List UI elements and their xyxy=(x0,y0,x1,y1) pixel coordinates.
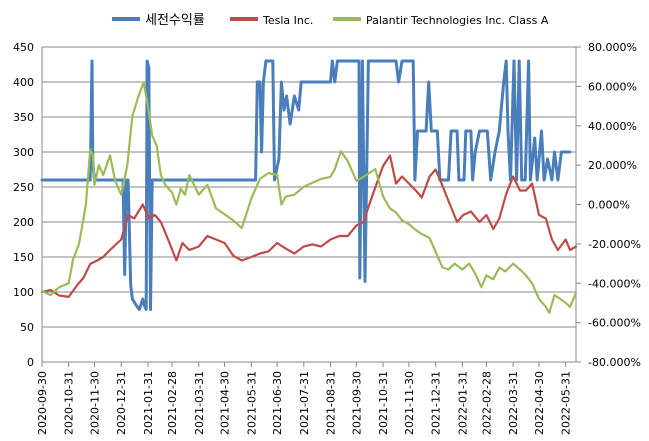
x-tick-label: 2022-01-31 xyxy=(456,371,469,435)
x-tick-label: 2021-12-31 xyxy=(430,371,443,435)
x-tick-label: 2021-10-31 xyxy=(377,371,390,435)
x-tick-label: 2021-11-30 xyxy=(403,371,416,435)
x-tick-label: 2020-11-30 xyxy=(89,371,102,435)
x-tick-label: 2022-03-31 xyxy=(507,371,520,435)
x-tick-label: 2021-09-30 xyxy=(350,371,363,435)
y-tick-label-right: 0.000% xyxy=(588,199,630,212)
y-tick-label-left: 200 xyxy=(13,216,34,229)
y-tick-label-right: 40.000% xyxy=(588,120,637,133)
legend-label-returns: 세전수익률 xyxy=(145,13,205,28)
y-tick-label-left: 50 xyxy=(20,321,34,334)
series-line-tesla xyxy=(40,154,578,298)
y-tick-label-left: 150 xyxy=(13,251,34,264)
x-tick-label: 2021-06-30 xyxy=(271,371,284,435)
y-tick-label-left: 100 xyxy=(13,286,34,299)
legend-label-tesla: Tesla Inc. xyxy=(262,14,313,27)
x-tick-label: 2021-04-30 xyxy=(219,371,232,435)
x-tick-label: 2021-05-31 xyxy=(245,371,258,435)
y-tick-label-right: -40.000% xyxy=(588,277,641,290)
x-tick-label: 2021-03-31 xyxy=(193,371,206,435)
x-tick-label: 2022-04-30 xyxy=(533,371,546,435)
y-tick-label-right: -60.000% xyxy=(588,317,641,330)
y-tick-label-right: 60.000% xyxy=(588,80,637,93)
y-tick-label-right: -20.000% xyxy=(588,238,641,251)
x-axis: 2020-09-30 2020-10-31 2020-11-30 2020-12-31… xyxy=(36,361,576,435)
x-tick-label: 2020-12-31 xyxy=(115,371,128,435)
plot-series xyxy=(40,59,578,314)
x-tick-label: 2021-08-31 xyxy=(325,371,338,435)
y-tick-label-left: 250 xyxy=(13,181,34,194)
legend-label-palantir: Palantir Technologies Inc. Class A xyxy=(366,14,549,27)
x-tick-label: 2022-05-31 xyxy=(560,371,573,435)
y-tick-label-left: 300 xyxy=(13,146,34,159)
x-tick-label: 2021-02-28 xyxy=(166,371,179,435)
x-tick-label: 2021-07-31 xyxy=(298,371,311,435)
y-axis-right: -80.000% -60.000% -40.000% -20.000% 0.000% 20… xyxy=(575,41,641,369)
y-tick-label-right: -80.000% xyxy=(588,356,641,369)
x-tick-label: 2020-10-31 xyxy=(63,371,76,435)
x-tick-label: 2020-09-30 xyxy=(36,371,49,435)
y-tick-label-right: 80.000% xyxy=(588,41,637,54)
x-tick-label: 2021-01-31 xyxy=(142,371,155,435)
y-tick-label-left: 450 xyxy=(13,41,34,54)
series-line-returns xyxy=(40,59,572,311)
series-line-palantir xyxy=(40,81,578,314)
y-axis-left: 0 50 100 150 200 250 300 350 400 450 xyxy=(13,41,43,369)
y-tick-label-left: 400 xyxy=(13,76,34,89)
legend: 세전수익률 Tesla Inc. Palantir Technologies I… xyxy=(112,13,549,28)
y-tick-label-right: 20.000% xyxy=(588,159,637,172)
x-tick-label: 2022-02-28 xyxy=(480,371,493,435)
y-tick-label-left: 350 xyxy=(13,111,34,124)
y-tick-label-left: 0 xyxy=(27,356,34,369)
